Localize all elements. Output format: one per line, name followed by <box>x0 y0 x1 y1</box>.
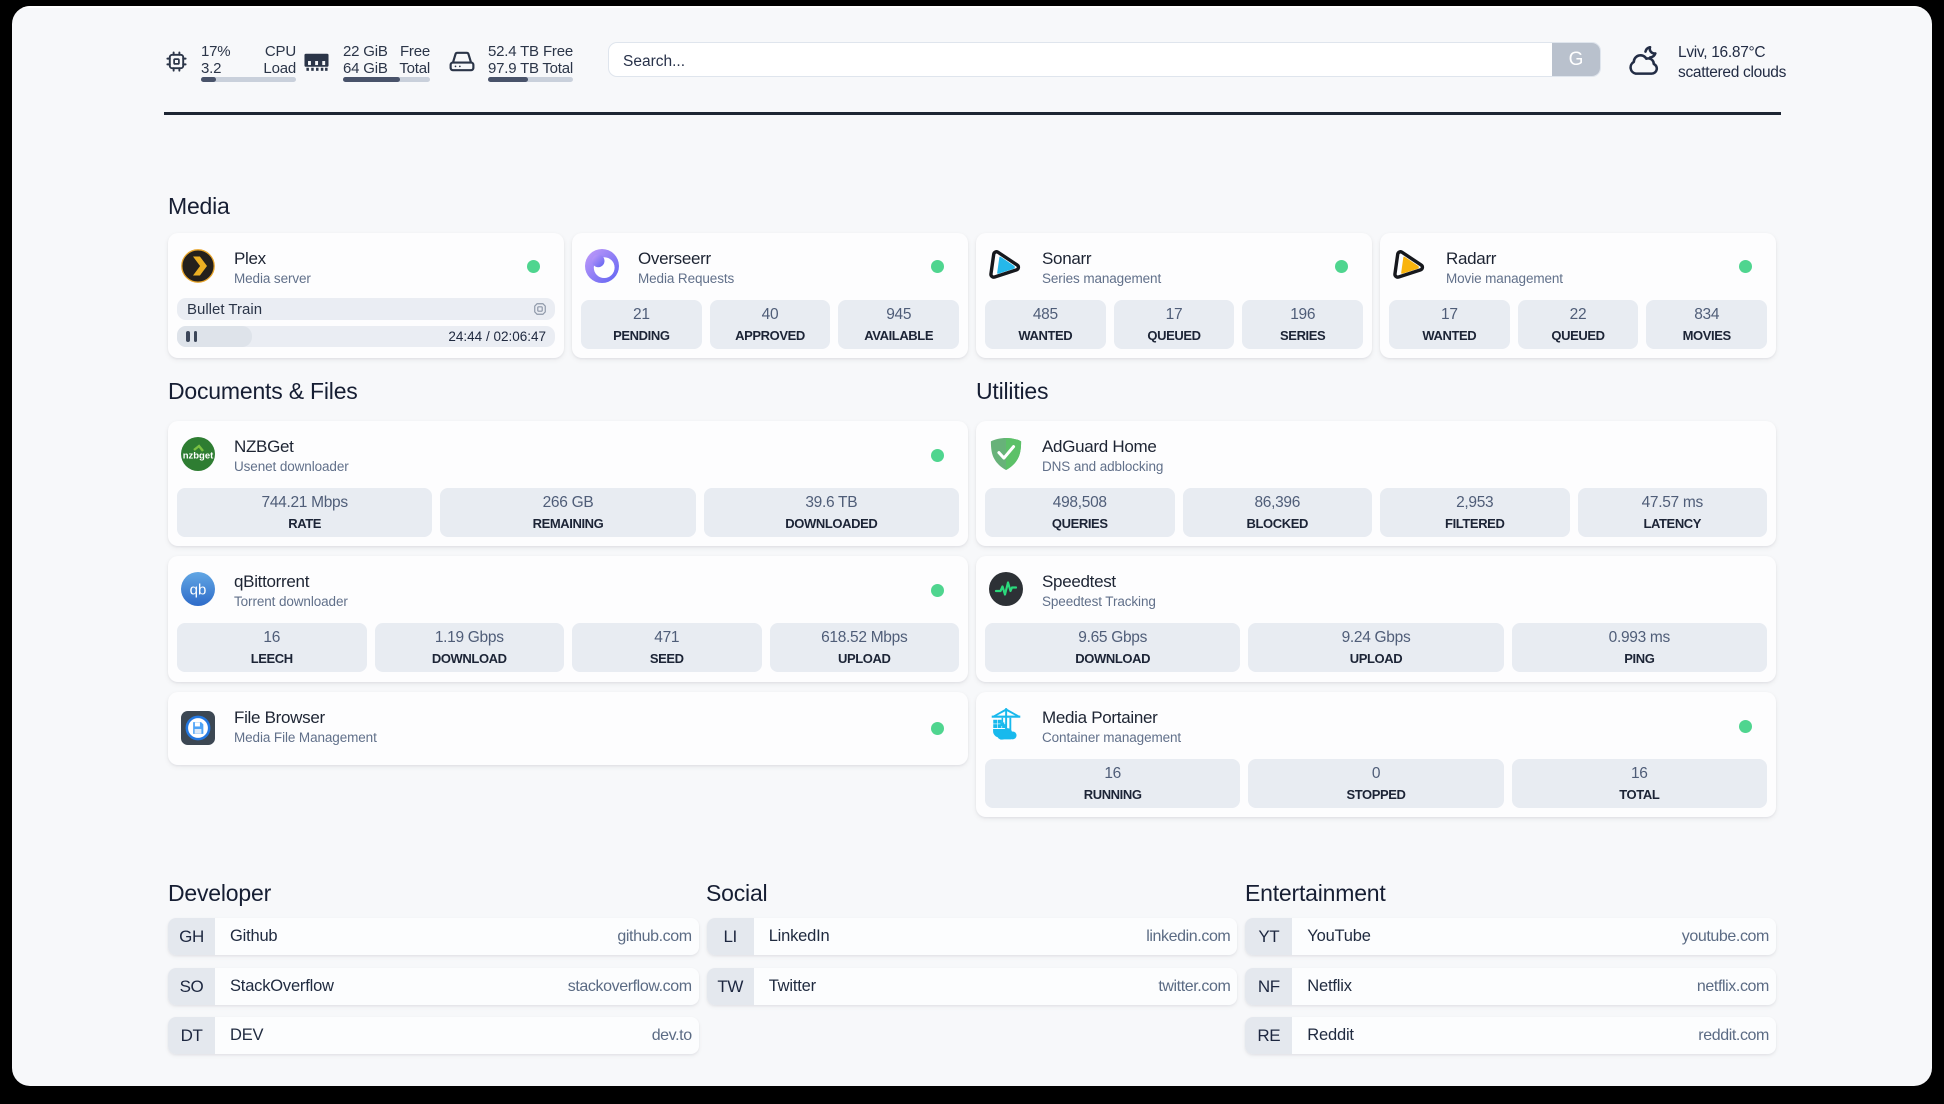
svg-text:qb: qb <box>190 582 207 599</box>
svg-text:nzbget: nzbget <box>183 451 214 462</box>
